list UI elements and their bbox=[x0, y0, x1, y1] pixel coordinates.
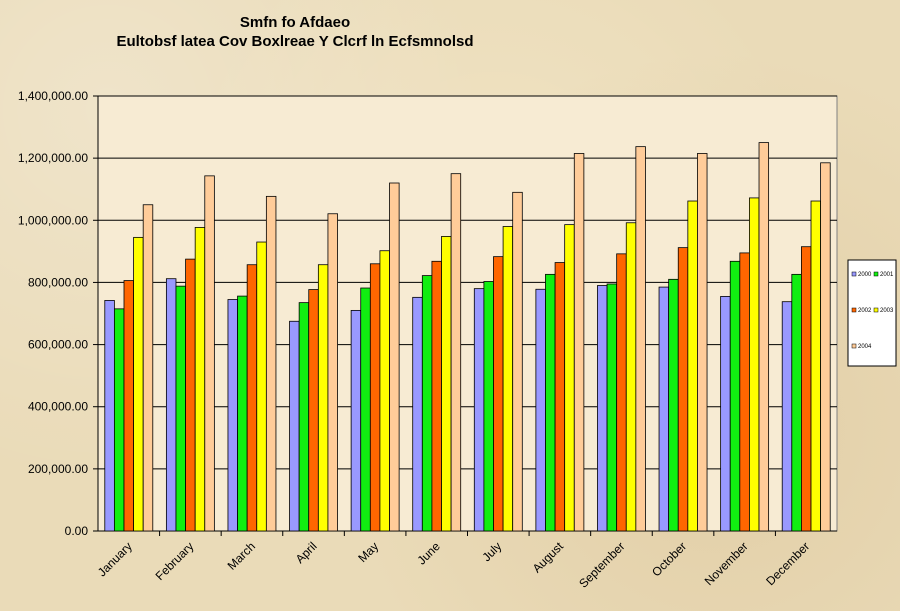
y-tick-label: 1,000,000.00 bbox=[18, 213, 88, 227]
bar-2001-april bbox=[298, 302, 310, 532]
bar-2002-september bbox=[616, 253, 627, 532]
bar-2004-june bbox=[450, 173, 462, 532]
y-tick-label: 400,000.00 bbox=[28, 400, 88, 414]
bar-2000-august bbox=[535, 288, 546, 532]
bar-2004-january bbox=[142, 204, 154, 532]
bar-2003-january bbox=[133, 236, 144, 532]
bar-2000-may bbox=[350, 309, 362, 532]
bar-2002-february bbox=[185, 258, 196, 532]
bar-2004-august bbox=[573, 153, 585, 532]
x-category-label: January bbox=[95, 539, 135, 579]
bar-2002-may bbox=[369, 263, 381, 532]
bar-2003-december bbox=[810, 200, 822, 532]
bar-2000-june bbox=[412, 296, 423, 532]
legend-label: 2003 bbox=[880, 308, 894, 314]
bar-2004-december bbox=[820, 162, 831, 532]
bar-2001-june bbox=[421, 275, 433, 532]
bar-2004-february bbox=[204, 175, 215, 532]
bar-2000-march bbox=[227, 299, 238, 532]
y-tick-label: 800,000.00 bbox=[28, 275, 88, 289]
bar-2001-october bbox=[668, 278, 679, 532]
legend-label: 2004 bbox=[858, 344, 872, 350]
bar-2002-december bbox=[801, 246, 812, 532]
bar-2003-march bbox=[256, 241, 267, 532]
legend-swatch bbox=[851, 307, 857, 313]
plot-background bbox=[97, 95, 838, 532]
bar-2000-december bbox=[781, 301, 793, 532]
x-category-label: May bbox=[355, 539, 381, 565]
x-category-label: July bbox=[479, 539, 504, 564]
x-category-label: November bbox=[702, 539, 751, 588]
x-category-label: October bbox=[649, 539, 689, 579]
y-tick-label: 1,400,000.00 bbox=[18, 89, 88, 103]
legend-label: 2001 bbox=[880, 272, 894, 278]
bar-2001-november bbox=[729, 260, 741, 532]
bar-2001-may bbox=[360, 287, 371, 532]
bar-2000-september bbox=[597, 285, 608, 532]
legend-label: 2000 bbox=[858, 272, 872, 278]
bar-2003-october bbox=[687, 200, 698, 532]
legend: 2000 2001 2002 2003 2004 bbox=[847, 259, 897, 367]
x-category-label: September bbox=[576, 539, 627, 590]
bar-2001-september bbox=[606, 283, 618, 532]
legend-box bbox=[847, 259, 897, 367]
y-tick-label: 0.00 bbox=[65, 524, 89, 538]
legend-swatch bbox=[873, 307, 879, 313]
bar-2000-october bbox=[658, 286, 670, 532]
bar-2002-august bbox=[554, 262, 566, 532]
bar-2001-december bbox=[791, 273, 802, 532]
bar-2002-april bbox=[308, 289, 319, 532]
bar-2004-october bbox=[697, 153, 708, 532]
bar-2000-january bbox=[104, 300, 115, 532]
legend-label: 2002 bbox=[858, 308, 872, 314]
bar-2001-january bbox=[113, 308, 125, 532]
bar-2002-october bbox=[677, 247, 689, 532]
x-category-label: June bbox=[415, 539, 444, 568]
bar-2002-july bbox=[493, 256, 504, 532]
bar-2004-november bbox=[758, 142, 770, 532]
x-category-label: December bbox=[763, 539, 812, 588]
x-category-label: April bbox=[293, 539, 320, 566]
bar-2004-july bbox=[512, 191, 523, 532]
legend-swatch bbox=[851, 271, 857, 277]
x-category-label: August bbox=[530, 539, 567, 576]
bar-2003-september bbox=[625, 222, 637, 532]
bar-2001-february bbox=[175, 285, 186, 532]
bar-2000-july bbox=[473, 288, 485, 532]
bar-2004-may bbox=[389, 182, 400, 532]
y-tick-label: 200,000.00 bbox=[28, 462, 88, 476]
bar-2001-march bbox=[237, 295, 248, 532]
legend-swatch bbox=[873, 271, 879, 277]
x-category-label: March bbox=[225, 539, 258, 572]
bar-2003-february bbox=[194, 227, 206, 532]
bar-2002-march bbox=[246, 264, 258, 532]
x-category-label: February bbox=[153, 539, 197, 583]
bar-2002-january bbox=[123, 280, 134, 532]
chart-title: Smfn fo Afdaeo bbox=[240, 14, 350, 31]
bar-2004-april bbox=[327, 213, 338, 532]
bar-2001-august bbox=[545, 273, 556, 532]
bar-2003-august bbox=[564, 224, 575, 532]
bar-2004-september bbox=[635, 146, 646, 532]
bar-2003-november bbox=[749, 197, 760, 532]
plot-area: 0.00 200,000.00 400,000.00 600,000.00 800,00… bbox=[18, 89, 838, 591]
bar-2004-march bbox=[265, 195, 277, 532]
bar-2000-november bbox=[720, 296, 731, 532]
bar-2002-june bbox=[431, 260, 442, 532]
bar-2003-june bbox=[441, 236, 452, 532]
bar-2002-november bbox=[739, 252, 750, 532]
bar-2003-may bbox=[379, 250, 390, 532]
bar-2001-july bbox=[483, 281, 494, 532]
legend-swatch bbox=[851, 343, 857, 349]
chart-subtitle: Eultobsf latea Cov Boxlreae Y Clcrf ln E… bbox=[116, 33, 473, 50]
y-tick-label: 1,200,000.00 bbox=[18, 151, 88, 165]
bar-2003-july bbox=[502, 226, 514, 532]
bar-2003-april bbox=[317, 264, 329, 532]
bar-2000-april bbox=[289, 320, 300, 532]
bar-2000-february bbox=[165, 278, 177, 532]
y-tick-label: 600,000.00 bbox=[28, 338, 88, 352]
